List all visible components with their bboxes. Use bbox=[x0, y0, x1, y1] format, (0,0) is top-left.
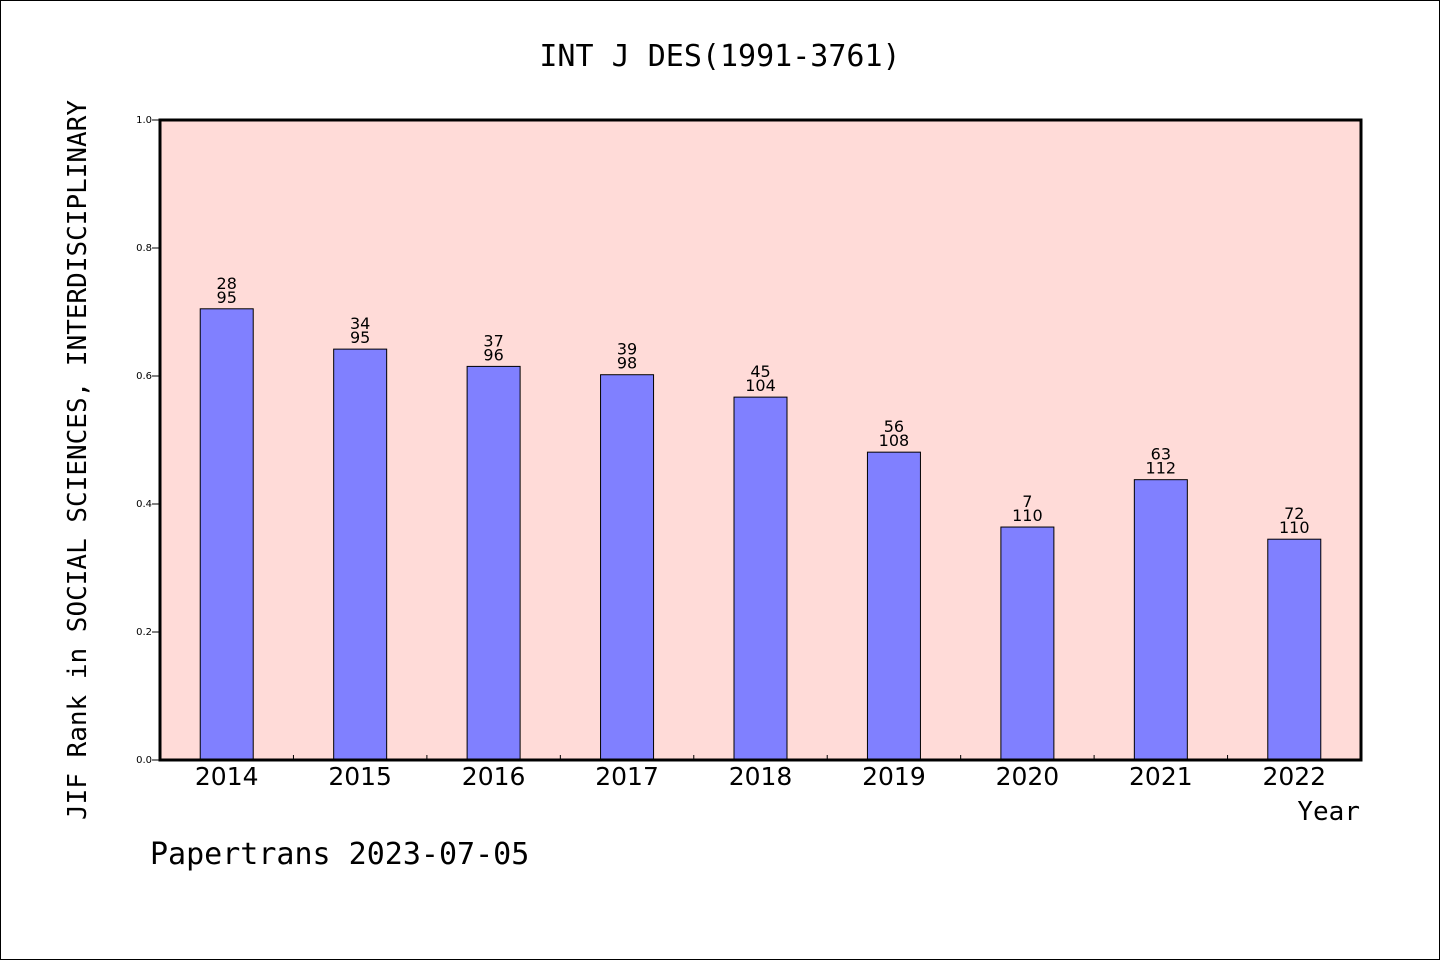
bar-rank-label: 63 bbox=[1151, 445, 1171, 464]
bar-2021 bbox=[1133, 479, 1188, 761]
footer-text: Papertrans 2023-07-05 bbox=[150, 837, 529, 872]
y-tick-label: 0.0 bbox=[136, 755, 152, 766]
bar-2020 bbox=[1000, 526, 1055, 761]
x-tick-label: 2015 bbox=[328, 762, 392, 791]
bar-total-label: 104 bbox=[745, 376, 776, 395]
y-axis-ticks: 0.0 0.2 0.4 0.6 0.8 1.0 bbox=[136, 115, 160, 766]
bar-2015 bbox=[333, 348, 388, 761]
y-tick-label: 0.6 bbox=[136, 371, 152, 382]
plot-border bbox=[158, 118, 1363, 762]
bar-total-label: 108 bbox=[879, 431, 910, 450]
x-tick-label: 2020 bbox=[996, 762, 1060, 791]
y-tick-label: 1.0 bbox=[136, 115, 152, 126]
x-tick-label: 2021 bbox=[1129, 762, 1193, 791]
bar-rank-label: 56 bbox=[884, 417, 904, 436]
bar-2016 bbox=[466, 365, 521, 761]
bar-total-label: 95 bbox=[217, 288, 237, 307]
bar-2019 bbox=[866, 451, 921, 761]
bar-2022 bbox=[1267, 538, 1322, 761]
bar-total-label: 95 bbox=[350, 328, 370, 347]
bar-2014 bbox=[199, 308, 254, 761]
x-tick-label: 2016 bbox=[462, 762, 526, 791]
bar-total-label: 98 bbox=[617, 354, 637, 373]
x-axis-label: Year bbox=[1297, 797, 1360, 827]
x-tick-label: 2014 bbox=[195, 762, 259, 791]
x-tick-label: 2018 bbox=[729, 762, 793, 791]
chart-title: INT J DES(1991-3761) bbox=[539, 39, 900, 74]
x-tick-label: 2017 bbox=[595, 762, 659, 791]
y-axis-label: JIF Rank in SOCIAL SCIENCES, INTERDISCIP… bbox=[63, 100, 93, 820]
bar-rank-label: 39 bbox=[617, 340, 637, 359]
bar-2018 bbox=[733, 396, 788, 761]
bar-rank-label: 72 bbox=[1284, 504, 1304, 523]
bar-rank-label: 37 bbox=[483, 331, 503, 350]
x-tick-label: 2019 bbox=[862, 762, 926, 791]
bar-rank-label: 45 bbox=[750, 362, 770, 381]
bar-total-label: 110 bbox=[1012, 506, 1043, 525]
bar-rank-label: 34 bbox=[350, 314, 370, 333]
bar-rank-label: 28 bbox=[217, 274, 237, 293]
y-tick-label: 0.4 bbox=[136, 499, 152, 510]
bar-2017 bbox=[600, 374, 655, 761]
bar-rank-label: 7 bbox=[1022, 492, 1032, 511]
bar-total-label: 112 bbox=[1146, 459, 1177, 478]
x-tick-label: 2022 bbox=[1262, 762, 1326, 791]
y-tick-label: 0.2 bbox=[136, 627, 152, 638]
bar-total-label: 96 bbox=[483, 345, 503, 364]
bars bbox=[199, 308, 1322, 761]
bar-total-label: 110 bbox=[1279, 518, 1310, 537]
y-tick-label: 0.8 bbox=[136, 243, 152, 254]
x-axis-ticks: 2014 2015 2016 2017 2018 2019 2020 2021 2022 bbox=[195, 755, 1326, 791]
